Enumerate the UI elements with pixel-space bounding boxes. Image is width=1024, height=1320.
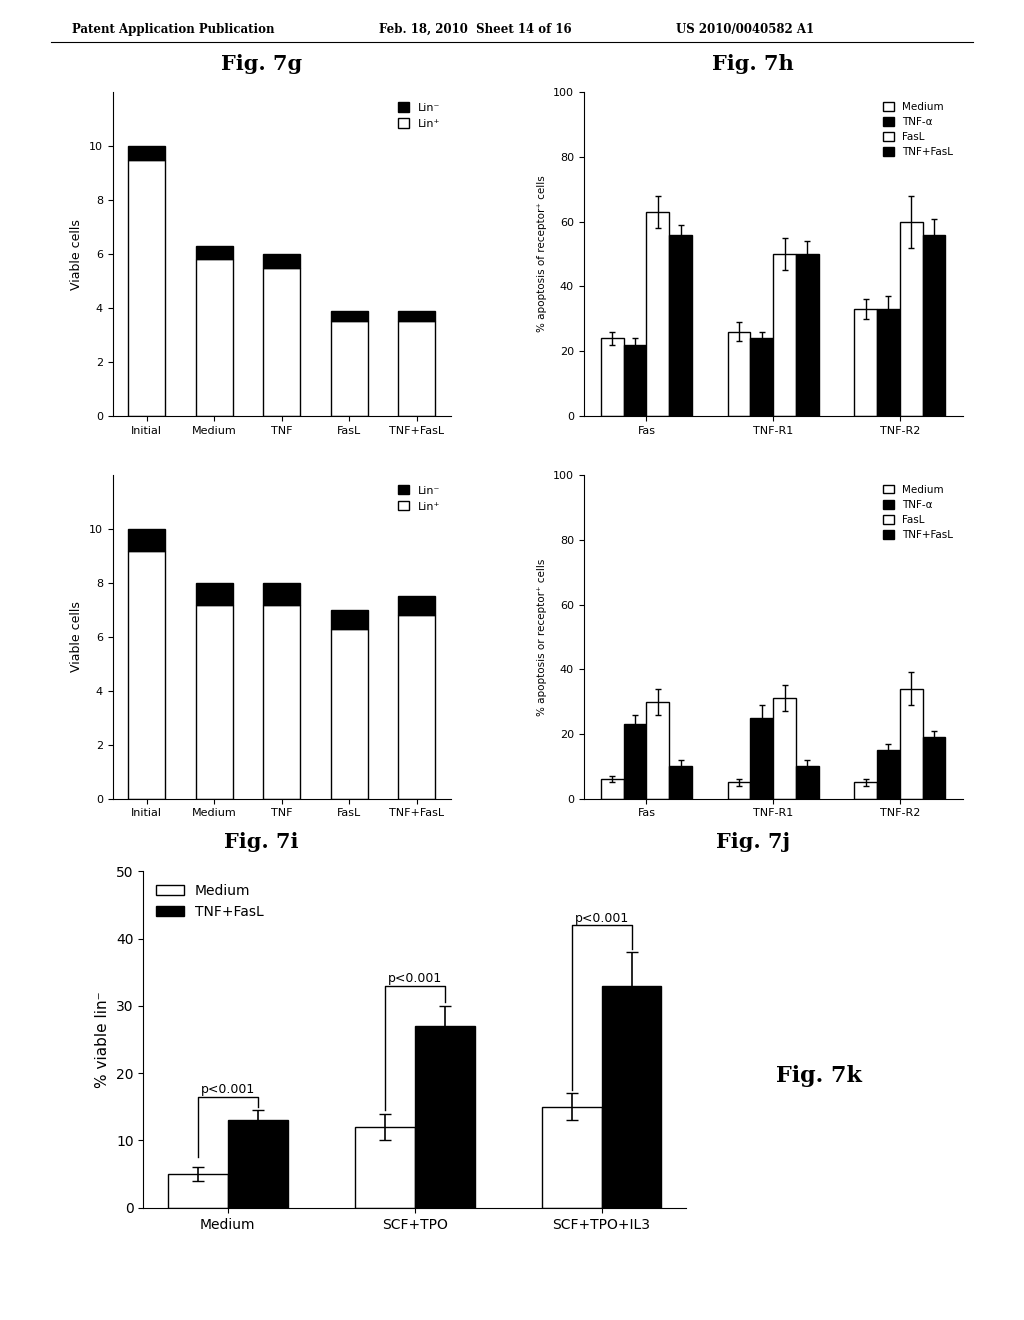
Bar — [670, 235, 692, 416]
Bar — [796, 253, 819, 416]
Text: Fig. 7j: Fig. 7j — [716, 832, 790, 851]
Y-axis label: % apoptosis of receptor⁺ cells: % apoptosis of receptor⁺ cells — [538, 176, 548, 333]
Bar — [854, 309, 877, 416]
Bar — [196, 246, 232, 260]
Bar — [128, 529, 165, 550]
Bar — [900, 222, 923, 416]
Bar — [601, 779, 624, 799]
Bar — [624, 725, 646, 799]
Bar — [263, 583, 300, 605]
Bar — [923, 235, 945, 416]
Legend: Medium, TNF+FasL: Medium, TNF+FasL — [151, 878, 269, 924]
Bar — [196, 260, 232, 416]
Bar — [355, 1127, 415, 1208]
Bar — [751, 338, 773, 416]
Text: Patent Application Publication: Patent Application Publication — [72, 22, 274, 36]
Bar — [196, 605, 232, 799]
Bar — [751, 718, 773, 799]
Text: Fig. 7k: Fig. 7k — [776, 1065, 862, 1086]
Y-axis label: % apoptosis or receptor⁺ cells: % apoptosis or receptor⁺ cells — [538, 558, 548, 715]
Bar — [415, 1026, 474, 1208]
Y-axis label: Viable cells: Viable cells — [71, 219, 83, 289]
Bar — [398, 615, 435, 799]
Text: Fig. 7h: Fig. 7h — [712, 54, 794, 74]
Bar — [854, 783, 877, 799]
Bar — [601, 338, 624, 416]
Bar — [773, 698, 796, 799]
Bar — [542, 1106, 602, 1208]
Bar — [877, 750, 900, 799]
Legend: Lin⁻, Lin⁺: Lin⁻, Lin⁺ — [394, 98, 445, 133]
Bar — [128, 147, 165, 160]
Bar — [168, 1175, 227, 1208]
Legend: Medium, TNF-α, FasL, TNF+FasL: Medium, TNF-α, FasL, TNF+FasL — [880, 98, 957, 161]
Text: Feb. 18, 2010  Sheet 14 of 16: Feb. 18, 2010 Sheet 14 of 16 — [379, 22, 571, 36]
Bar — [331, 610, 368, 628]
Bar — [602, 986, 662, 1208]
Bar — [331, 628, 368, 799]
Y-axis label: % viable lin⁻: % viable lin⁻ — [95, 991, 111, 1088]
Bar — [398, 310, 435, 322]
Bar — [727, 331, 751, 416]
Bar — [263, 268, 300, 416]
Bar — [646, 213, 670, 416]
Bar — [877, 309, 900, 416]
Bar — [624, 345, 646, 416]
Text: p<0.001: p<0.001 — [388, 973, 441, 985]
Text: p<0.001: p<0.001 — [574, 912, 629, 925]
Bar — [263, 253, 300, 268]
Legend: Lin⁻, Lin⁺: Lin⁻, Lin⁺ — [394, 480, 445, 516]
Bar — [227, 1121, 288, 1208]
Text: Fig. 7i: Fig. 7i — [224, 832, 298, 851]
Text: p<0.001: p<0.001 — [201, 1084, 255, 1097]
Text: Fig. 7g: Fig. 7g — [220, 54, 302, 74]
Bar — [646, 702, 670, 799]
Y-axis label: Viable cells: Viable cells — [71, 602, 83, 672]
Bar — [796, 766, 819, 799]
Bar — [773, 253, 796, 416]
Bar — [128, 160, 165, 416]
Bar — [331, 310, 368, 322]
Bar — [923, 737, 945, 799]
Text: US 2010/0040582 A1: US 2010/0040582 A1 — [676, 22, 814, 36]
Bar — [398, 597, 435, 615]
Bar — [727, 783, 751, 799]
Bar — [263, 605, 300, 799]
Bar — [331, 322, 368, 416]
Bar — [900, 689, 923, 799]
Bar — [128, 550, 165, 799]
Bar — [196, 583, 232, 605]
Bar — [398, 322, 435, 416]
Legend: Medium, TNF-α, FasL, TNF+FasL: Medium, TNF-α, FasL, TNF+FasL — [880, 480, 957, 544]
Bar — [670, 766, 692, 799]
